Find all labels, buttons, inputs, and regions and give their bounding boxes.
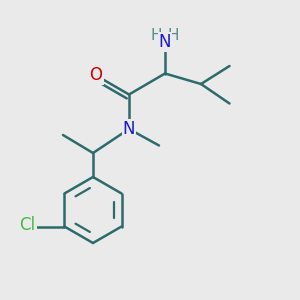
Text: O: O [89,66,103,84]
Text: H: H [151,28,162,43]
Text: Cl: Cl [20,216,36,234]
Text: N: N [159,33,171,51]
Text: N: N [123,120,135,138]
Text: H: H [168,28,179,43]
